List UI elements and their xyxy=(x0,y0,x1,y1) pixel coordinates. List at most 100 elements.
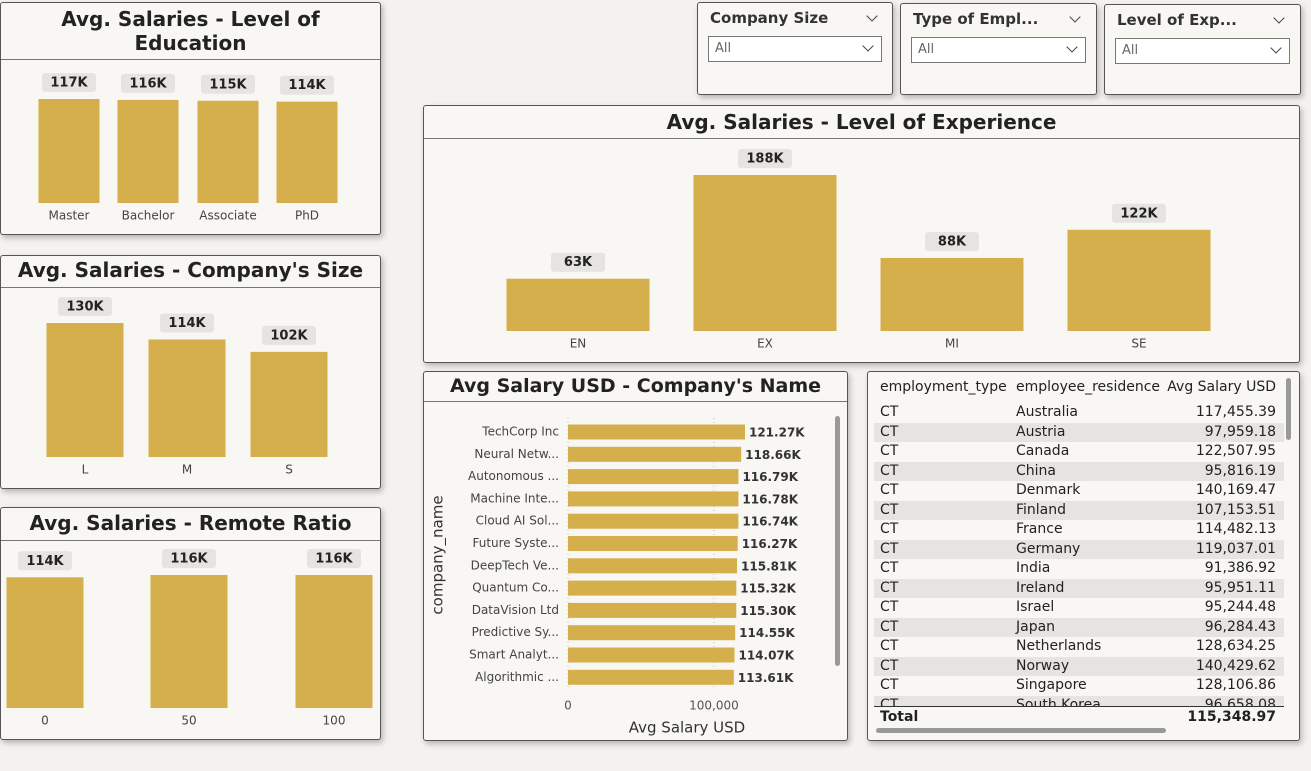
table-row: CT Japan 96,284.43 xyxy=(874,617,1284,637)
table-cell: 95,951.11 xyxy=(1204,579,1276,596)
table-row: CT Netherlands 128,634.25 xyxy=(874,637,1284,657)
chart-title: Avg. Salaries - Company's Size xyxy=(17,258,364,282)
table-cell: CT xyxy=(880,579,899,596)
table-cell: 122,507.95 xyxy=(1195,443,1276,459)
slicer[interactable]: Company Size All xyxy=(697,2,893,95)
table-cell: Israel xyxy=(1016,599,1055,615)
chart-title: Avg. Salaries - Level of Experience xyxy=(666,110,1057,134)
separator xyxy=(424,138,1299,139)
slicer[interactable]: Level of Exp... All xyxy=(1104,4,1301,95)
table-cell: France xyxy=(1016,521,1063,537)
table-cell: CT xyxy=(880,521,899,537)
table-cell: Singapore xyxy=(1016,677,1087,693)
table-cell: CT xyxy=(880,677,899,693)
dropdown[interactable]: All xyxy=(1115,38,1290,64)
chevron xyxy=(1066,41,1078,53)
table-row: CT Germany 119,037.01 xyxy=(874,539,1284,559)
chevron xyxy=(1270,42,1282,54)
table-cell: CT xyxy=(880,404,899,420)
table-cell: 114,482.13 xyxy=(1195,521,1276,537)
table-cell: India xyxy=(1016,560,1051,576)
column-header: employee_residence xyxy=(1016,379,1161,395)
dropdown-value: All xyxy=(918,42,935,57)
table-cell: Austria xyxy=(1016,423,1066,440)
table-header: employment_type employee_residence Avg Sal… xyxy=(874,376,1284,400)
table-cell: 140,429.62 xyxy=(1195,657,1276,674)
table-cell: 91,386.92 xyxy=(1204,560,1276,576)
slicer-title: Type of Empl... xyxy=(913,10,1039,28)
slicer-title: Level of Exp... xyxy=(1117,11,1237,29)
table-cell: 96,284.43 xyxy=(1204,618,1276,635)
separator xyxy=(1,540,380,541)
table-cell: 140,169.47 xyxy=(1195,482,1276,498)
table-cell: Australia xyxy=(1016,404,1078,420)
chart-title: Avg. Salaries - Remote Ratio xyxy=(29,511,352,535)
table-cell: CT xyxy=(880,638,899,654)
scrollbar[interactable] xyxy=(835,416,840,666)
table-cell: 95,244.48 xyxy=(1204,599,1276,615)
table-cell: CT xyxy=(880,599,899,615)
dropdown-value: All xyxy=(1122,43,1139,58)
table-row: CT Singapore 128,106.86 xyxy=(874,676,1284,696)
panel-company-size: Avg. Salaries - Company's Size xyxy=(0,255,381,489)
table-cell: Finland xyxy=(1016,501,1067,518)
table-row: CT Finland 107,153.51 xyxy=(874,500,1284,520)
table-cell: CT xyxy=(880,618,899,635)
chart-title: Avg Salary USD - Company's Name xyxy=(449,375,822,397)
table-cell: 107,153.51 xyxy=(1195,501,1276,518)
chart-title: Avg. Salaries - Level of Education xyxy=(61,7,320,55)
table-cell: Netherlands xyxy=(1016,638,1102,654)
table-cell: China xyxy=(1016,462,1056,479)
table-cell: Ireland xyxy=(1016,579,1065,596)
table-row: CT Ireland 95,951.11 xyxy=(874,578,1284,598)
chevron xyxy=(862,40,874,52)
panel-experience: Avg. Salaries - Level of Experience xyxy=(423,105,1300,363)
dropdown-value: All xyxy=(715,41,732,56)
table-cell: 128,106.86 xyxy=(1195,677,1276,693)
panel-company-name: Avg Salary USD - Company's Name xyxy=(423,371,848,741)
table-cell: Germany xyxy=(1016,540,1081,557)
table-cell: CT xyxy=(880,462,899,479)
table-cell: CT xyxy=(880,501,899,518)
table-row: CT Israel 95,244.48 xyxy=(874,598,1284,618)
table-row: CT Australia 117,455.39 xyxy=(874,403,1284,423)
table-row: CT Norway 140,429.62 xyxy=(874,656,1284,676)
table-row: CT China 95,816.19 xyxy=(874,461,1284,481)
table-cell: CT xyxy=(880,423,899,440)
table-cell: CT xyxy=(880,540,899,557)
table-row: CT Canada 122,507.95 xyxy=(874,442,1284,462)
separator xyxy=(424,401,847,402)
table-cell: Denmark xyxy=(1016,482,1081,498)
panel-remote: Avg. Salaries - Remote Ratio xyxy=(0,507,381,740)
slicer-title: Company Size xyxy=(710,9,829,27)
table-cell: Norway xyxy=(1016,657,1070,674)
table-total: Total 115,348.97 xyxy=(874,706,1284,729)
table-row: CT France 114,482.13 xyxy=(874,520,1284,540)
table-row: CT Austria 97,959.18 xyxy=(874,422,1284,442)
table-cell: 119,037.01 xyxy=(1195,540,1276,557)
v-scrollbar[interactable] xyxy=(1286,378,1291,440)
chevron[interactable] xyxy=(866,10,878,22)
table-row: CT Denmark 140,169.47 xyxy=(874,481,1284,501)
table-cell: 128,634.25 xyxy=(1195,638,1276,654)
table-cell: CT xyxy=(880,657,899,674)
chevron[interactable] xyxy=(1273,12,1285,24)
column-header: Avg Salary USD xyxy=(1167,379,1276,395)
table-cell: CT xyxy=(880,482,899,498)
panel-table: employment_type employee_residence Avg Sal… xyxy=(867,371,1300,741)
column-header: employment_type xyxy=(880,379,1007,395)
table-cell: CT xyxy=(880,560,899,576)
total-value: 115,348.97 xyxy=(1187,709,1276,725)
table-cell: CT xyxy=(880,443,899,459)
h-scrollbar[interactable] xyxy=(876,728,1166,733)
slicer[interactable]: Type of Empl... All xyxy=(900,3,1097,95)
dropdown[interactable]: All xyxy=(911,37,1086,63)
table-cell: Canada xyxy=(1016,443,1070,459)
dropdown[interactable]: All xyxy=(708,36,882,62)
chevron[interactable] xyxy=(1069,11,1081,23)
panel-education: Avg. Salaries - Level of Education xyxy=(0,2,381,235)
table-cell: 95,816.19 xyxy=(1204,462,1276,479)
table-row: CT India 91,386.92 xyxy=(874,559,1284,579)
total-label: Total xyxy=(880,709,919,725)
